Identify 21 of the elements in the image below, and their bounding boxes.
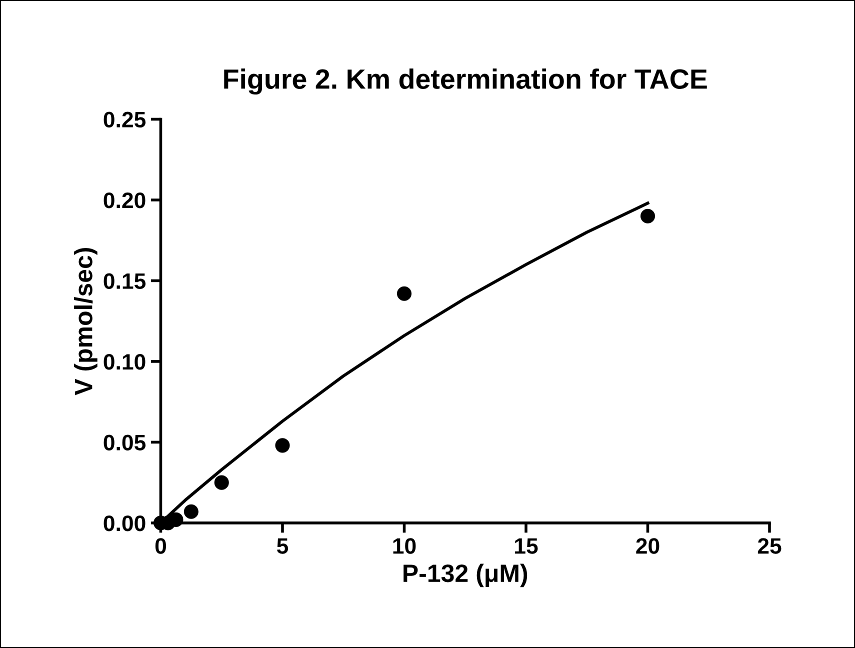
y-tick-label: 0.10: [104, 354, 146, 370]
y-tick-label: 0.00: [104, 515, 146, 532]
point: [214, 475, 229, 490]
x-tick-label: 10: [393, 538, 416, 554]
x-tick-label: 25: [758, 538, 782, 554]
chart-title: Figure 2. Km determination for TACE: [224, 68, 707, 95]
y-axis-title: V (pmol/sec): [74, 248, 98, 396]
point: [396, 286, 412, 301]
y-tick-label: 0.25: [104, 112, 146, 128]
y-tick-label: 0.05: [104, 434, 146, 450]
point: [640, 208, 656, 224]
y-tick-label: 0.20: [104, 192, 146, 208]
point: [168, 512, 184, 527]
x-tick-label: 0: [155, 538, 166, 554]
x-tick-label: 15: [515, 538, 538, 554]
point: [184, 504, 198, 519]
y-tick-label: 0.15: [104, 273, 146, 289]
x-tick-label: 20: [636, 538, 660, 554]
x-tick-label: 5: [276, 538, 288, 554]
point: [275, 438, 290, 453]
x-axis-title: P-132 (μM): [404, 564, 528, 588]
